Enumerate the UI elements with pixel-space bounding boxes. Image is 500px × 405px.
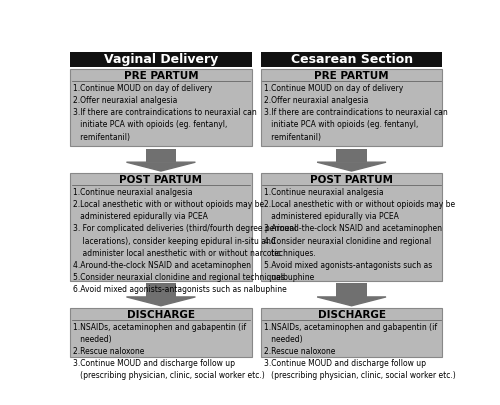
- Text: Vaginal Delivery: Vaginal Delivery: [104, 53, 218, 66]
- Text: 1.Continue MOUD on day of delivery
2.Offer neuraxial analgesia
3.If there are co: 1.Continue MOUD on day of delivery 2.Off…: [264, 84, 448, 142]
- Text: POST PARTUM: POST PARTUM: [310, 175, 393, 185]
- Text: PRE PARTUM: PRE PARTUM: [314, 71, 389, 81]
- Polygon shape: [126, 297, 196, 306]
- Bar: [261, 69, 442, 146]
- Bar: [70, 69, 252, 146]
- Text: PRE PARTUM: PRE PARTUM: [124, 71, 198, 81]
- Bar: [146, 284, 176, 297]
- Bar: [146, 149, 176, 162]
- Bar: [70, 308, 252, 356]
- Text: DISCHARGE: DISCHARGE: [318, 310, 386, 320]
- Bar: [261, 308, 442, 356]
- Text: POST PARTUM: POST PARTUM: [120, 175, 202, 185]
- Polygon shape: [317, 162, 386, 171]
- Polygon shape: [126, 162, 196, 171]
- Text: 1.NSAIDs, acetaminophen and gabapentin (if
   needed)
2.Rescue naloxone
3.Contin: 1.NSAIDs, acetaminophen and gabapentin (…: [74, 323, 265, 380]
- Bar: [70, 52, 252, 67]
- Polygon shape: [317, 297, 386, 306]
- Text: 1.Continue neuraxial analgesia
2.Local anesthetic with or without opioids may be: 1.Continue neuraxial analgesia 2.Local a…: [264, 188, 455, 282]
- Bar: [261, 173, 442, 281]
- Text: Cesarean Section: Cesarean Section: [290, 53, 412, 66]
- Text: DISCHARGE: DISCHARGE: [127, 310, 195, 320]
- Text: 1.Continue MOUD on day of delivery
2.Offer neuraxial analgesia
3.If there are co: 1.Continue MOUD on day of delivery 2.Off…: [74, 84, 257, 142]
- Text: 1.Continue neuraxial analgesia
2.Local anesthetic with or without opioids may be: 1.Continue neuraxial analgesia 2.Local a…: [74, 188, 296, 294]
- Text: 1.NSAIDs, acetaminophen and gabapentin (if
   needed)
2.Rescue naloxone
3.Contin: 1.NSAIDs, acetaminophen and gabapentin (…: [264, 323, 456, 380]
- Bar: [70, 173, 252, 281]
- Bar: [261, 52, 442, 67]
- Bar: [336, 149, 367, 162]
- Bar: [336, 284, 367, 297]
